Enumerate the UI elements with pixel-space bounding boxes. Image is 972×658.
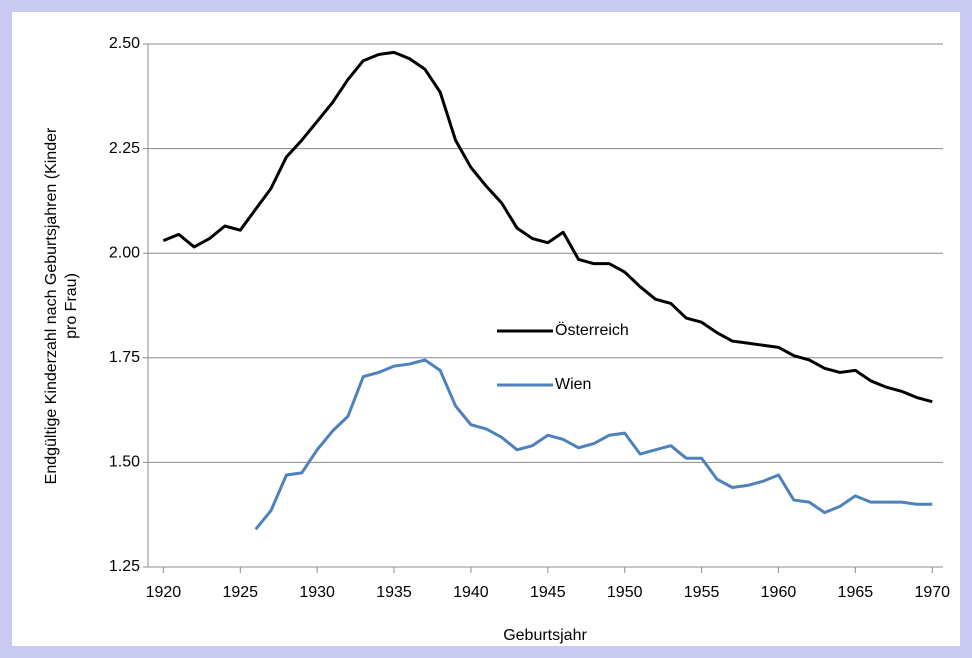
- x-tick-label: 1945: [530, 584, 566, 601]
- chart-area: [12, 12, 960, 646]
- y-tick-label: 1.50: [109, 454, 140, 471]
- y-axis-label-line: pro Frau): [63, 273, 80, 339]
- x-tick-label: 1925: [222, 584, 258, 601]
- legend-label: Österreich: [555, 321, 629, 339]
- y-tick-label: 1.25: [109, 558, 140, 575]
- y-axis-label: Endgültige Kinderzahl nach Geburtsjahren…: [43, 127, 80, 484]
- x-tick-label: 1940: [453, 584, 489, 601]
- x-axis-label: Geburtsjahr: [503, 627, 587, 644]
- x-tick-label: 1960: [761, 584, 797, 601]
- x-tick-label: 1950: [607, 584, 643, 601]
- x-tick-label: 1970: [914, 584, 950, 601]
- legend-label: Wien: [555, 376, 591, 393]
- y-tick-label: 2.50: [109, 35, 140, 52]
- series-line: [162, 50, 933, 404]
- y-tick-label: 2.00: [109, 244, 140, 261]
- x-tick-label: 1920: [146, 584, 182, 601]
- x-tick-label: 1965: [838, 584, 874, 601]
- x-tick-label: 1930: [299, 584, 335, 601]
- series-line: [254, 358, 933, 531]
- y-tick-label: 2.25: [109, 140, 140, 157]
- y-tick-label: 1.75: [109, 349, 140, 366]
- x-tick-label: 1935: [376, 584, 412, 601]
- y-axis-label-line: Endgültige Kinderzahl nach Geburtsjahren…: [43, 127, 60, 484]
- x-tick-label: 1955: [684, 584, 720, 601]
